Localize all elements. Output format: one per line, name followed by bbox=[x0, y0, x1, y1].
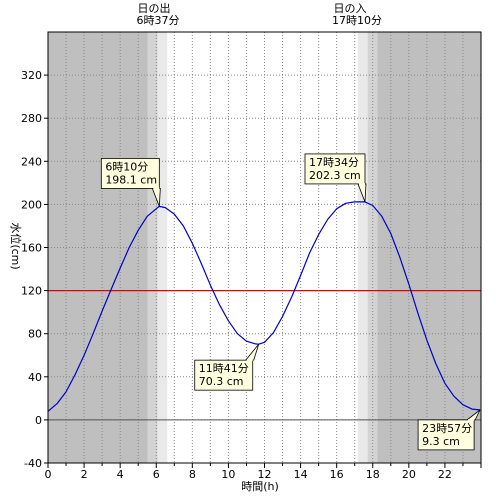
y-tick-label: 120 bbox=[21, 285, 42, 298]
callout-box bbox=[304, 153, 366, 185]
x-tick-label: 14 bbox=[294, 468, 308, 481]
sunrise-time: 6時37分 bbox=[137, 14, 180, 27]
twilight-band-1 bbox=[147, 32, 158, 463]
day-night-shading bbox=[48, 32, 481, 463]
sunset-label: 日の入 bbox=[334, 2, 367, 15]
day-band bbox=[167, 32, 358, 463]
sunrise-label: 日の出 bbox=[138, 1, 171, 15]
y-tick-label: 40 bbox=[28, 371, 42, 384]
callout-value: 70.3 cm bbox=[199, 375, 244, 388]
x-tick-label: 0 bbox=[45, 468, 52, 481]
x-tick-label: 22 bbox=[438, 468, 452, 481]
sunset-time: 17時10分 bbox=[332, 14, 382, 27]
callout-box bbox=[194, 359, 254, 391]
twilight-band-3 bbox=[357, 32, 368, 463]
x-axis-label: 時間(h) bbox=[241, 480, 279, 493]
x-tick-label: 2 bbox=[81, 468, 88, 481]
callout-value: 198.1 cm bbox=[105, 173, 157, 186]
y-axis-label: 水位(cm) bbox=[9, 222, 23, 269]
x-tick-label: 10 bbox=[221, 468, 235, 481]
x-tick-label: 20 bbox=[402, 468, 416, 481]
y-tick-label: 0 bbox=[35, 414, 42, 427]
callout-value: 9.3 cm bbox=[422, 435, 460, 448]
callout-time: 11時41分 bbox=[199, 362, 249, 375]
night-band-morning bbox=[48, 32, 148, 463]
callout-value: 202.3 cm bbox=[309, 169, 361, 182]
y-tick-label: 240 bbox=[21, 155, 42, 168]
callout-box bbox=[100, 158, 160, 189]
callout-time: 6時10分 bbox=[105, 160, 148, 173]
y-tick-label: 80 bbox=[28, 328, 42, 341]
x-tick-label: 4 bbox=[117, 468, 124, 481]
x-tick-label: 16 bbox=[330, 468, 344, 481]
y-tick-label: 160 bbox=[21, 242, 42, 255]
y-tick-label: 280 bbox=[21, 112, 42, 125]
y-tick-label: -40 bbox=[24, 457, 42, 470]
x-tick-label: 6 bbox=[153, 468, 160, 481]
tick-labels: 0 2 4 6 8 10 12 14 16 18 20 22-40040801201602002402… bbox=[21, 69, 452, 481]
x-tick-label: 12 bbox=[258, 468, 272, 481]
x-tick-label: 8 bbox=[189, 468, 196, 481]
x-tick-label: 18 bbox=[366, 468, 380, 481]
axes bbox=[44, 31, 482, 468]
callout-time: 23時57分 bbox=[422, 422, 472, 435]
callout-box bbox=[417, 419, 475, 451]
y-tick-label: 320 bbox=[21, 69, 42, 82]
callout-time: 17時34分 bbox=[309, 156, 359, 169]
y-tick-label: 200 bbox=[21, 198, 42, 211]
